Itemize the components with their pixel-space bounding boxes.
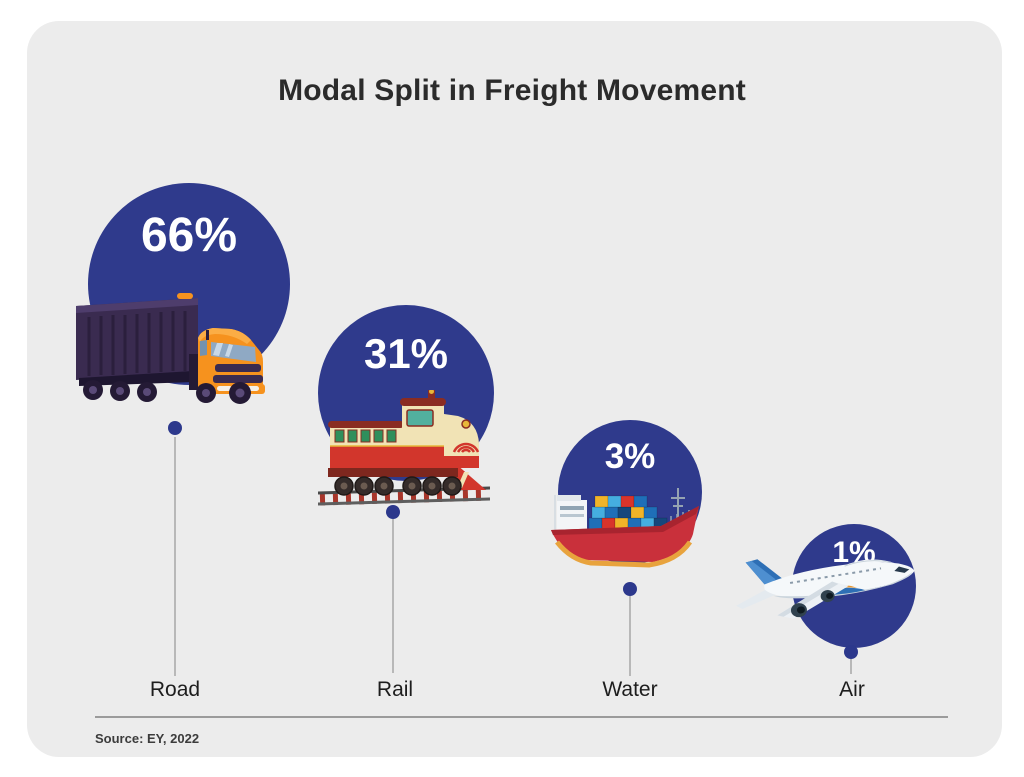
air-connector-dot — [844, 645, 858, 659]
rail-label: Rail — [376, 678, 414, 701]
ship-icon — [547, 472, 705, 580]
road-label: Road — [149, 678, 201, 701]
source-note: Source: EY, 2022 — [95, 731, 200, 746]
train-icon — [318, 390, 490, 508]
road-connector-dot — [168, 421, 182, 435]
road-connector-line — [174, 437, 176, 676]
water-label: Water — [602, 678, 658, 701]
rail-percent: 31% — [363, 330, 449, 377]
footer-divider — [95, 716, 948, 718]
rail-connector-line — [392, 519, 394, 673]
chart-title: Modal Split in Freight Movement — [278, 74, 746, 107]
air-label: Air — [839, 678, 865, 701]
water-connector-line — [629, 596, 631, 676]
water-percent: 3% — [604, 437, 656, 476]
rail-connector-dot — [386, 505, 400, 519]
truck-icon — [73, 292, 268, 404]
water-connector-dot — [623, 582, 637, 596]
road-percent: 66% — [140, 209, 238, 262]
airplane-icon — [733, 550, 923, 630]
air-connector-line — [850, 659, 852, 674]
